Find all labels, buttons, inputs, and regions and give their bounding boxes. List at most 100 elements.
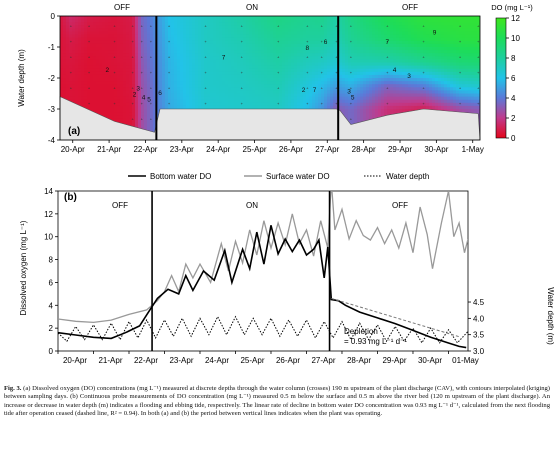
- heatmap-cell: [150, 105, 154, 110]
- heatmap-cell: [369, 102, 373, 107]
- heatmap-cell: [270, 22, 274, 26]
- heatmap-cell: [390, 78, 394, 82]
- heatmap-cell: [78, 53, 82, 57]
- heatmap-cell: [414, 81, 418, 85]
- heatmap-cell: [417, 84, 421, 88]
- heatmap-cell: [144, 124, 148, 128]
- heatmap-cell: [159, 31, 163, 35]
- heatmap-cell: [345, 28, 349, 32]
- heatmap-cell: [321, 74, 325, 79]
- heatmap-cell: [144, 53, 148, 57]
- heatmap-cell: [420, 93, 424, 97]
- heatmap-cell: [87, 71, 91, 76]
- heatmap-cell: [288, 22, 292, 26]
- heatmap-cell: [117, 22, 121, 26]
- heatmap-cell: [372, 109, 376, 113]
- heatmap-cell: [333, 90, 337, 94]
- heatmap-cell: [390, 74, 394, 79]
- heatmap-cell: [390, 93, 394, 97]
- heatmap-cell: [258, 105, 262, 110]
- heatmap-cell: [153, 22, 157, 26]
- heatmap-cell: [264, 99, 268, 104]
- heatmap-cell: [93, 105, 97, 110]
- heatmap-cell: [162, 78, 166, 82]
- heatmap-cell: [279, 105, 283, 110]
- heatmap-cell: [306, 16, 310, 20]
- heatmap-cell: [165, 22, 169, 26]
- heatmap-cell: [207, 84, 211, 88]
- heatmap-cell: [333, 99, 337, 104]
- heatmap-cell: [228, 96, 232, 101]
- heatmap-cell: [393, 81, 397, 85]
- heatmap-cell: [120, 74, 124, 79]
- heatmap-cell: [129, 53, 133, 57]
- heatmap-cell: [81, 71, 85, 76]
- heatmap-cell: [360, 102, 364, 107]
- heatmap-cell: [345, 53, 349, 57]
- heatmap-cell: [147, 127, 151, 132]
- heatmap-cell: [243, 19, 247, 23]
- heatmap-cell: [255, 87, 259, 91]
- heatmap-cell: [405, 78, 409, 82]
- heatmap-cell: [384, 109, 388, 113]
- heatmap-cell: [408, 96, 412, 101]
- heatmap-cell: [318, 56, 322, 60]
- heatmap-cell: [75, 19, 79, 23]
- heatmap-cell: [87, 43, 91, 48]
- heatmap-cell: [396, 62, 400, 66]
- heatmap-cell: [198, 59, 202, 63]
- heatmap-cell: [333, 53, 337, 57]
- heatmap-cell: [120, 96, 124, 101]
- heatmap-cell: [168, 105, 172, 110]
- heatmap-cell: [114, 47, 118, 51]
- heatmap-cell: [297, 53, 301, 57]
- heatmap-cell: [192, 78, 196, 82]
- heatmap-cell: [378, 93, 382, 97]
- heatmap-cell: [306, 25, 310, 29]
- heatmap-cell: [405, 87, 409, 91]
- heatmap-cell: [279, 40, 283, 45]
- heatmap-cell: [135, 71, 139, 76]
- heatmap-cell: [378, 90, 382, 94]
- heatmap-cell: [276, 96, 280, 101]
- heatmap-cell: [333, 81, 337, 85]
- heatmap-cell: [99, 93, 103, 97]
- heatmap-cell: [393, 84, 397, 88]
- heatmap-cell: [186, 71, 190, 76]
- heatmap-cell: [90, 59, 94, 63]
- heatmap-cell: [321, 96, 325, 101]
- heatmap-cell: [180, 105, 184, 110]
- heatmap-cell: [303, 31, 307, 35]
- heatmap-cell: [405, 28, 409, 32]
- heatmap-cell: [210, 34, 214, 39]
- heatmap-cell: [249, 71, 253, 76]
- heatmap-cell: [150, 102, 154, 107]
- heatmap-cell: [216, 102, 220, 107]
- heatmap-cell: [327, 68, 331, 73]
- heatmap-cell: [381, 112, 385, 116]
- heatmap-cell: [153, 37, 157, 42]
- heatmap-cell: [165, 78, 169, 82]
- heatmap-cell: [303, 99, 307, 104]
- heatmap-cell: [225, 19, 229, 23]
- heatmap-cell: [315, 28, 319, 32]
- heatmap-cell: [117, 87, 121, 91]
- heatmap-cell: [276, 78, 280, 82]
- heatmap-cell: [354, 115, 358, 119]
- heatmap-cell: [186, 53, 190, 57]
- heatmap-cell: [171, 59, 175, 63]
- heatmap-cell: [396, 109, 400, 113]
- heatmap-cell: [426, 81, 430, 85]
- heatmap-cell: [255, 47, 259, 51]
- heatmap-cell: [87, 96, 91, 101]
- heatmap-cell: [102, 102, 106, 107]
- heatmap-cell: [342, 112, 346, 116]
- heatmap-cell: [375, 93, 379, 97]
- heatmap-cell: [189, 81, 193, 85]
- heatmap-cell: [318, 87, 322, 91]
- heatmap-cell: [204, 34, 208, 39]
- heatmap-cell: [246, 65, 250, 70]
- heatmap-cell: [273, 31, 277, 35]
- heatmap-cell: [63, 56, 67, 60]
- heatmap-cell: [432, 16, 436, 20]
